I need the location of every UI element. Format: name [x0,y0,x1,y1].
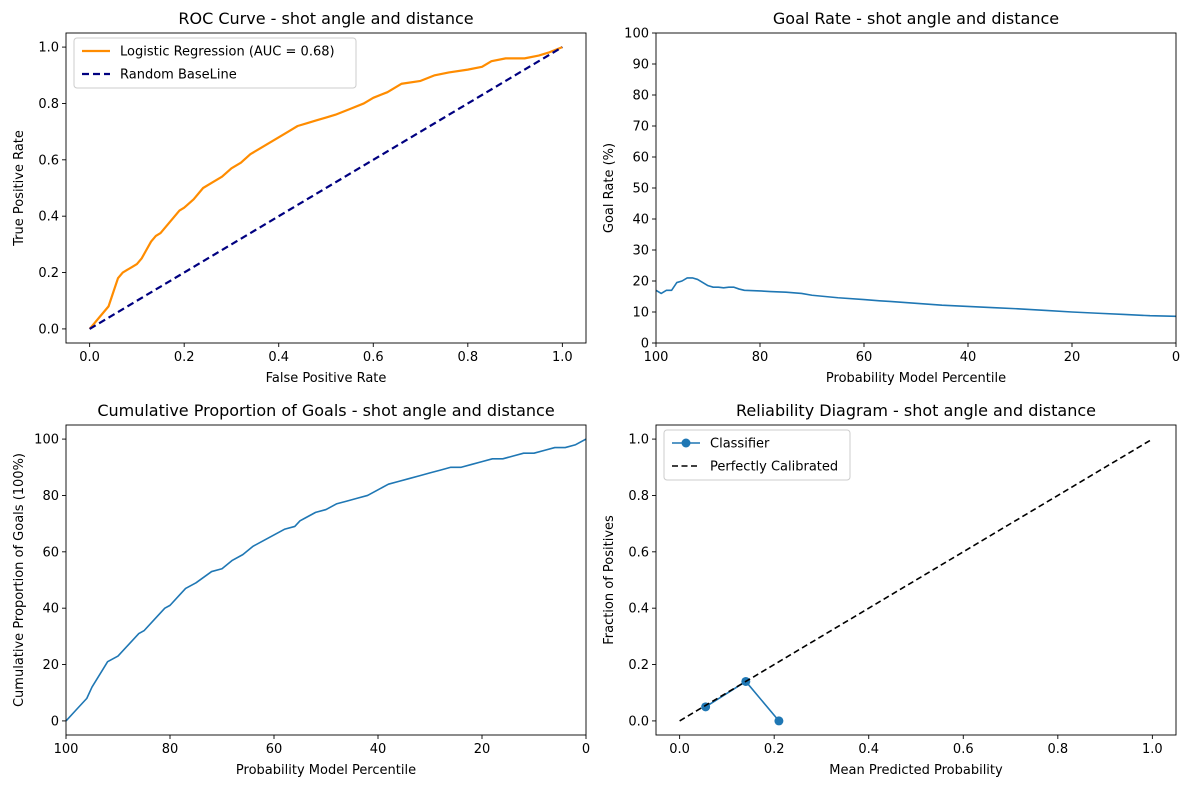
x-tick-label: 0.2 [764,742,785,757]
x-tick-label: 1.0 [552,350,573,365]
x-tick-label: 60 [856,350,873,365]
y-tick-label: 0 [641,337,649,352]
series-line-1 [89,46,563,330]
y-tick-label: 80 [42,489,59,504]
y-tick-label: 0.0 [38,322,59,337]
y-axis-label: Cumulative Proportion of Goals (100%) [12,453,27,707]
x-tick-label: 0.4 [858,742,879,757]
x-tick-label: 20 [1064,350,1081,365]
legend: Logistic Regression (AUC = 0.68) Random B… [73,37,357,89]
x-tick-label: 80 [752,350,769,365]
y-tick-label: 0.8 [38,97,59,112]
chart-title: Goal Rate - shot angle and distance [773,9,1059,28]
y-tick-label: 100 [34,433,59,448]
chart-title: Reliability Diagram - shot angle and dis… [736,401,1096,420]
axes-frame [655,424,1177,736]
y-tick-label: 10 [632,306,649,321]
y-tick-label: 80 [632,89,649,104]
x-tick-label: 0 [1172,350,1180,365]
chart-panel-3: 0.0 0.2 0.4 0.6 0.8 1.0 0.0 0.2 0.4 0.6 0.8 1.0 Reli… [602,401,1177,778]
chart-panel-2: 100 80 60 40 20 0 0 20 40 60 80 100 Cumulative Propo… [12,401,590,778]
x-tick-label: 0.6 [363,350,384,365]
x-tick-label: 100 [54,742,79,757]
series-line-0 [656,277,1176,318]
y-tick-label: 90 [632,58,649,73]
x-tick-label: 20 [474,742,491,757]
y-tick-label: 1.0 [38,41,59,56]
series-line-0 [66,438,586,722]
chart-panel-1: 100 80 60 40 20 0 0 10 20 30 40 50 60 70 80 90 100 Goal R… [602,9,1180,386]
x-tick-label: 0.4 [268,350,289,365]
chart-title: Cumulative Proportion of Goals - shot an… [97,401,554,420]
y-axis-label: Goal Rate (%) [602,143,617,233]
y-tick-label: 1.0 [628,433,649,448]
x-tick-label: 0.8 [457,350,478,365]
x-tick-label: 100 [644,350,669,365]
y-tick-label: 0.6 [38,153,59,168]
y-tick-label: 0.6 [628,545,649,560]
y-tick-label: 0 [51,714,59,729]
x-axis-label: Probability Model Percentile [826,371,1006,386]
y-tick-label: 40 [42,602,59,617]
x-tick-label: 40 [960,350,977,365]
y-tick-label: 0.4 [38,210,59,225]
legend-label: Logistic Regression (AUC = 0.68) [120,45,335,60]
chart-title: ROC Curve - shot angle and distance [178,9,473,28]
y-tick-label: 0.2 [38,266,59,281]
y-tick-label: 70 [632,120,649,135]
y-axis-label: Fraction of Positives [602,515,617,645]
x-axis-label: False Positive Rate [266,371,387,386]
legend-label: Random BaseLine [120,68,237,83]
axes-frame [65,32,587,344]
series-line-0 [705,680,780,722]
y-tick-label: 0.4 [628,602,649,617]
x-tick-label: 60 [266,742,283,757]
x-tick-label: 40 [370,742,387,757]
data-point [774,716,784,726]
x-tick-label: 0 [582,742,590,757]
axes-frame [65,424,587,736]
legend-label: Perfectly Calibrated [710,460,838,475]
chart-panel-0: 0.0 0.2 0.4 0.6 0.8 1.0 0.0 0.2 0.4 0.6 0.8 1.0 ROC … [12,9,587,386]
y-tick-label: 60 [632,151,649,166]
x-tick-label: 0.6 [953,742,974,757]
y-tick-label: 0.8 [628,489,649,504]
x-tick-label: 0.0 [79,350,100,365]
x-tick-label: 0.0 [669,742,690,757]
legend-label: Classifier [710,437,770,452]
y-tick-label: 20 [42,658,59,673]
y-tick-label: 0.0 [628,714,649,729]
y-tick-label: 100 [624,27,649,42]
axes-frame [655,32,1177,344]
y-axis-label: True Positive Rate [12,130,27,247]
legend: Classifier Perfectly Calibrated [663,429,851,481]
x-tick-label: 0.8 [1047,742,1068,757]
y-tick-label: 60 [42,545,59,560]
x-tick-label: 1.0 [1142,742,1163,757]
legend-marker [681,438,691,448]
series-line-1 [679,438,1153,722]
x-axis-label: Mean Predicted Probability [829,763,1003,778]
series-line-0 [88,46,563,330]
y-tick-label: 30 [632,244,649,259]
x-tick-label: 0.2 [174,350,195,365]
y-tick-label: 40 [632,213,649,228]
x-tick-label: 80 [162,742,179,757]
y-tick-label: 0.2 [628,658,649,673]
x-axis-label: Probability Model Percentile [236,763,416,778]
y-tick-label: 50 [632,182,649,197]
y-tick-label: 20 [632,275,649,290]
